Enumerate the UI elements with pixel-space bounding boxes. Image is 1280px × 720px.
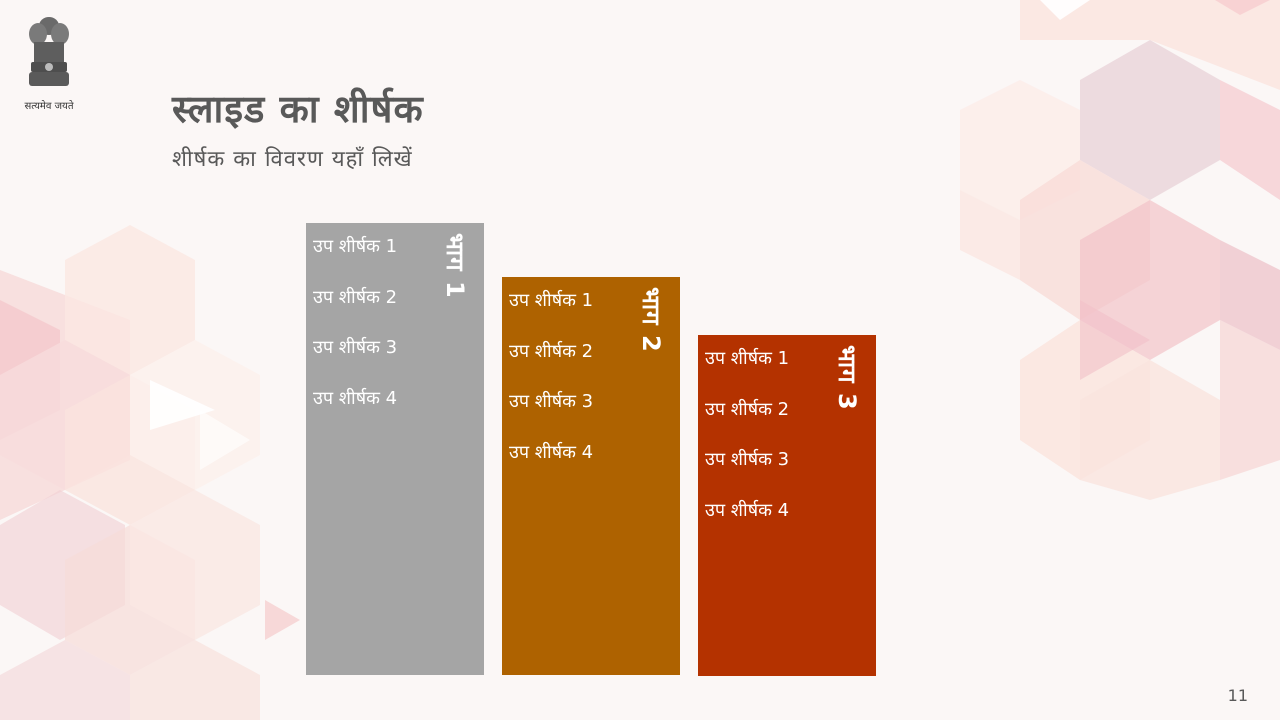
- slide-title: स्लाइड का शीर्षक: [172, 87, 424, 131]
- part-3-label: भाग 3: [833, 345, 861, 411]
- page-number: 11: [1227, 686, 1248, 705]
- slide-subtitle: शीर्षक का विवरण यहाँ लिखें: [172, 147, 413, 172]
- part-3-column: उप शीर्षक 1 उप शीर्षक 2 उप शीर्षक 3 उप श…: [698, 335, 876, 676]
- lion-capital-icon: [29, 17, 69, 86]
- part-1-subheading-1: उप शीर्षक 1: [313, 236, 398, 257]
- part-1-column: उप शीर्षक 1 उप शीर्षक 2 उप शीर्षक 3 उप श…: [306, 223, 484, 675]
- part-2-subheading-3: उप शीर्षक 3: [509, 391, 594, 412]
- part-3-subheading-3: उप शीर्षक 3: [705, 449, 790, 470]
- part-2-subheading-1: उप शीर्षक 1: [509, 290, 594, 311]
- part-1-subheading-4: उप शीर्षक 4: [313, 387, 398, 409]
- part-2-column: उप शीर्षक 1 उप शीर्षक 2 उप शीर्षक 3 उप श…: [502, 277, 680, 675]
- part-3-subheading-1: उप शीर्षक 1: [705, 348, 790, 369]
- part-2-subheading-4: उप शीर्षक 4: [509, 441, 594, 463]
- part-1-subheading-2: उप शीर्षक 2: [313, 286, 398, 308]
- part-3-subheading-list: उप शीर्षक 1 उप शीर्षक 2 उप शीर्षक 3 उप श…: [698, 345, 876, 547]
- part-2-subheading-2: उप शीर्षक 2: [509, 340, 594, 362]
- part-2-subheading-list: उप शीर्षक 1 उप शीर्षक 2 उप शीर्षक 3 उप श…: [502, 287, 680, 489]
- part-3-subheading-4: उप शीर्षक 4: [705, 499, 790, 521]
- part-1-label: भाग 1: [441, 233, 469, 299]
- part-2-label: भाग 2: [637, 287, 665, 353]
- state-emblem: सत्यमेव जयते: [14, 12, 84, 112]
- emblem-motto: सत्यमेव जयते: [24, 101, 74, 112]
- part-1-subheading-3: उप शीर्षक 3: [313, 337, 398, 358]
- part-3-subheading-2: उप शीर्षक 2: [705, 398, 790, 420]
- part-1-subheading-list: उप शीर्षक 1 उप शीर्षक 2 उप शीर्षक 3 उप श…: [306, 233, 484, 435]
